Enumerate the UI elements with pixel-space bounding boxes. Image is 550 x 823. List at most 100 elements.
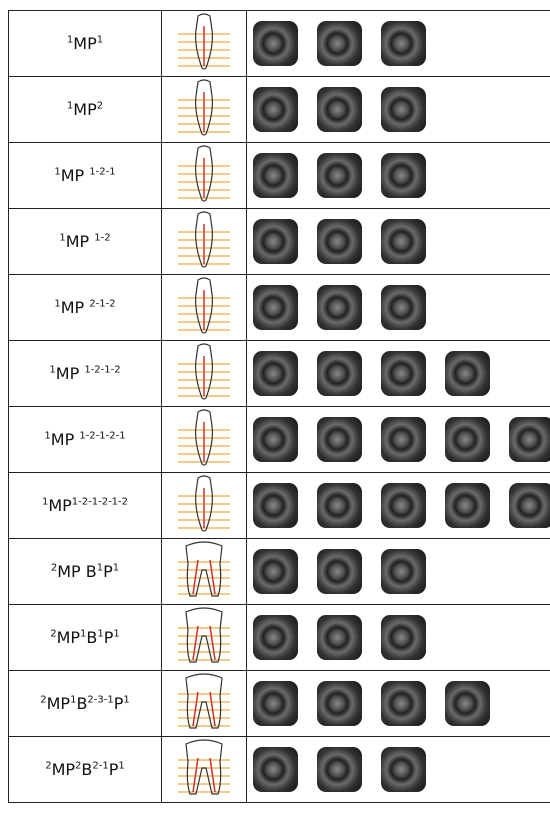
- superscript: 2-1: [92, 761, 108, 772]
- label-text: P: [114, 694, 124, 713]
- cbct-scan: [381, 285, 426, 330]
- label-text: MP: [61, 166, 90, 185]
- cbct-scan: [253, 21, 298, 66]
- cbct-scan: [381, 153, 426, 198]
- cbct-scan: [317, 87, 362, 132]
- cbct-scan: [381, 417, 426, 462]
- cbct-scan: [253, 219, 298, 264]
- cbct-scan: [509, 483, 550, 528]
- diagram-cell: [162, 11, 247, 77]
- label-cell: 1MP1-2-1-2-1-2: [9, 473, 162, 539]
- label-cell: 1MP 2-1-2: [9, 275, 162, 341]
- tooth-diagram: [172, 474, 236, 534]
- diagram-cell: [162, 407, 247, 473]
- cbct-scan: [253, 417, 298, 462]
- label-text: MP B: [57, 562, 97, 581]
- cbct-scan: [381, 87, 426, 132]
- diagram-cell: [162, 737, 247, 803]
- diagram-cell: [162, 275, 247, 341]
- image-cell: [247, 77, 550, 143]
- image-cell: [247, 407, 550, 473]
- cbct-scan: [317, 681, 362, 726]
- canal: [193, 626, 215, 660]
- diagram-cell: [162, 341, 247, 407]
- cbct-scan: [509, 417, 550, 462]
- table-row: 2MP2B2-1P1: [9, 737, 550, 803]
- diagram-cell: [162, 539, 247, 605]
- cbct-scan: [317, 483, 362, 528]
- label-text: P: [104, 628, 114, 647]
- diagram-cell: [162, 143, 247, 209]
- label-cell: 1MP1: [9, 11, 162, 77]
- cbct-scan: [381, 549, 426, 594]
- image-cell: [247, 737, 550, 803]
- cbct-scan: [317, 615, 362, 660]
- superscript: 1: [113, 629, 119, 640]
- label-text: MP: [48, 496, 71, 515]
- cbct-scan: [445, 351, 490, 396]
- superscript: 1: [118, 761, 124, 772]
- label-text: MP: [73, 34, 96, 53]
- cbct-scan: [381, 747, 426, 792]
- cbct-scan: [381, 483, 426, 528]
- cbct-scan: [317, 417, 362, 462]
- label-cell: 1MP 1-2-1-2-1: [9, 407, 162, 473]
- cbct-scan: [381, 351, 426, 396]
- canal: [193, 560, 215, 594]
- cbct-scan: [253, 87, 298, 132]
- cbct-scan: [253, 153, 298, 198]
- tooth-diagram: [172, 540, 236, 600]
- cbct-scan: [253, 615, 298, 660]
- tooth-diagram: [172, 210, 236, 270]
- label-text: MP: [66, 232, 95, 251]
- label-cell: 2MP B1P1: [9, 539, 162, 605]
- label-cell: 1MP 1-2: [9, 209, 162, 275]
- label-cell: 1MP2: [9, 77, 162, 143]
- image-cell: [247, 671, 550, 737]
- table-row: 2MP B1P1: [9, 539, 550, 605]
- label-text: MP: [52, 760, 75, 779]
- superscript: 1: [113, 563, 119, 574]
- cbct-scan: [253, 549, 298, 594]
- image-cell: [247, 473, 550, 539]
- tooth-diagram: [172, 144, 236, 204]
- cbct-scan: [317, 219, 362, 264]
- superscript: 1: [123, 695, 129, 706]
- superscript: 1-2-1-2-1: [79, 431, 125, 442]
- diagram-cell: [162, 473, 247, 539]
- tooth-diagram: [172, 342, 236, 402]
- label-cell: 1MP 1-2-1-2: [9, 341, 162, 407]
- cbct-scan: [381, 219, 426, 264]
- tooth-diagram: [172, 672, 236, 732]
- superscript: 2-3-1: [87, 695, 113, 706]
- image-cell: [247, 209, 550, 275]
- superscript: 1-2: [94, 233, 110, 244]
- tooth-diagram: [172, 12, 236, 72]
- table-row: 1MP1-2-1-2-1-2: [9, 473, 550, 539]
- cbct-scan: [253, 483, 298, 528]
- diagram-cell: [162, 671, 247, 737]
- cbct-scan: [445, 681, 490, 726]
- label-cell: 2MP1B2-3-1P1: [9, 671, 162, 737]
- cbct-scan: [445, 483, 490, 528]
- cbct-scan: [253, 351, 298, 396]
- tooth-outline: [186, 542, 222, 596]
- tooth-outline: [186, 674, 222, 728]
- label-text: MP: [61, 298, 90, 317]
- superscript: 1-2-1-2: [84, 365, 120, 376]
- tooth-diagram: [172, 738, 236, 798]
- tooth-outline: [186, 740, 222, 794]
- cbct-scan: [253, 681, 298, 726]
- page: 1MP11MP21MP 1-2-11MP 1-21MP 2-1-21MP 1-2…: [0, 0, 550, 823]
- tooth-outline: [186, 608, 222, 662]
- tooth-diagram: [172, 606, 236, 666]
- table-row: 2MP1B1P1: [9, 605, 550, 671]
- label-text: MP: [51, 430, 80, 449]
- cbct-scan: [445, 417, 490, 462]
- canal: [193, 758, 215, 792]
- table-row: 1MP 1-2-1: [9, 143, 550, 209]
- cbct-scan: [317, 153, 362, 198]
- label-cell: 2MP2B2-1P1: [9, 737, 162, 803]
- tooth-diagram: [172, 276, 236, 336]
